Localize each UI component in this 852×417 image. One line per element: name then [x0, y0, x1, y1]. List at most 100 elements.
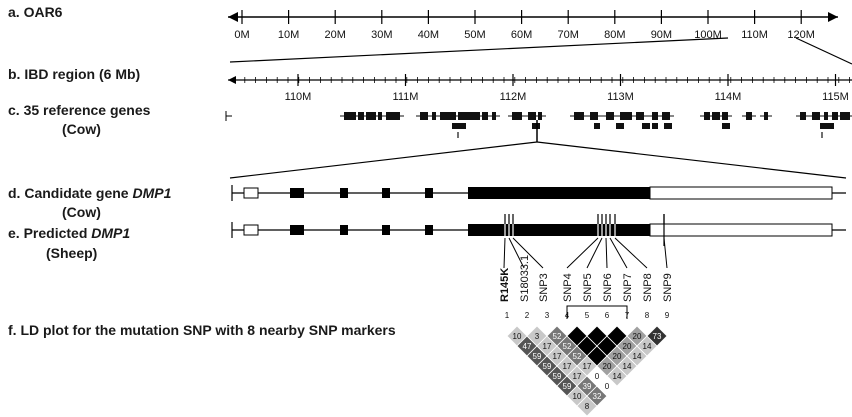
zoom-lines-a-b [229, 37, 852, 65]
ld-value: 17 [573, 372, 582, 381]
utr3-exon [649, 223, 833, 237]
ld-snp-index: 1 [505, 311, 510, 320]
ld-value: 59 [553, 372, 562, 381]
label-c-species: (Cow) [62, 121, 101, 137]
label-c: c. 35 reference genes [8, 102, 151, 118]
snp-labels: R145K S18033.1 SNP3 SNP4 SNP5 SNP6 SNP7 SNP8 SNP… [499, 255, 674, 302]
ld-value: 14 [623, 362, 632, 371]
ld-value: 3 [535, 332, 540, 341]
label-e-text: e. Predicted [8, 225, 92, 241]
snp-label: S18033.1 [519, 255, 531, 302]
ld-snp-index: 3 [545, 311, 550, 320]
axis-a-tick-label: 40M [418, 29, 439, 41]
coding-exon [382, 188, 390, 198]
ld-value: 17 [543, 342, 552, 351]
label-f: f. LD plot for the mutation SNP with 8 n… [8, 322, 396, 338]
label-d-gene: DMP1 [132, 185, 172, 201]
label-e-gene: DMP1 [91, 225, 131, 241]
ld-value: 20 [633, 332, 642, 341]
ld-value: 0 [595, 372, 600, 381]
coding-exon [382, 225, 390, 235]
ld-value: 17 [583, 362, 592, 371]
gene-block-row2 [532, 123, 540, 129]
zoom-line-left [229, 141, 538, 179]
snp-label: SNP7 [622, 273, 634, 302]
ld-value: 10 [573, 392, 582, 401]
snp-label: SNP8 [642, 273, 654, 302]
utr3-exon [649, 186, 833, 200]
utr5-exon [243, 187, 259, 199]
ld-value: 39 [583, 382, 592, 391]
sheep-dmp1-gene-model [231, 214, 846, 246]
ld-value: 59 [563, 382, 572, 391]
ld-snp-index: 5 [585, 311, 590, 320]
ld-snp-index: 8 [645, 311, 650, 320]
label-e: e. Predicted DMP1 [8, 225, 130, 241]
ld-value: 20 [623, 342, 632, 351]
axis-a-tick-label: 90M [651, 29, 672, 41]
ld-value: 14 [643, 342, 652, 351]
ld-block-bracket [566, 305, 628, 319]
zoom-line-right [536, 141, 847, 179]
ld-value: 10 [513, 332, 522, 341]
ld-value: 47 [523, 342, 532, 351]
gene-block-row2 [652, 123, 658, 129]
coding-exon [425, 188, 433, 198]
axis-a-tick-label: 10M [278, 29, 299, 41]
zoom-line-right [795, 37, 852, 65]
snp-label: SNP5 [582, 273, 594, 302]
snp-label: SNP9 [662, 273, 674, 302]
gene-block-row2 [594, 123, 600, 129]
snp-connector [566, 237, 599, 269]
ld-plot: 1 2 3 4 5 6 7 8 91047595959591083171717173932525… [505, 305, 670, 417]
snp-label: SNP3 [538, 273, 550, 302]
gene-block-row2 [642, 123, 650, 129]
snp-connector [663, 237, 668, 269]
axis-a-tick-label: 50M [464, 29, 485, 41]
ld-snp-index: 2 [525, 311, 530, 320]
ld-value: 32 [593, 392, 602, 401]
snp-connector [605, 237, 608, 269]
axis-a-tick-label: 30M [371, 29, 392, 41]
gene-block-row2 [664, 123, 672, 129]
reference-genes-track [225, 111, 852, 142]
ld-value: 73 [653, 332, 662, 341]
axis-a-tick-label: 110M [741, 29, 768, 41]
axis-a-tick-label: 120M [787, 29, 815, 41]
axis-a-tick-label: 0M [234, 29, 249, 41]
snp-connector [609, 237, 628, 269]
axis-a-tick-label: 60M [511, 29, 532, 41]
ld-value: 17 [553, 352, 562, 361]
coding-exon [340, 188, 348, 198]
axis-b-tick-label: 111M [393, 91, 419, 103]
snp-connector [508, 237, 525, 269]
axis-a-left-arrow [228, 12, 238, 22]
axis-b-tick-label: 110M [285, 91, 312, 103]
ld-snp-index: 9 [665, 311, 670, 320]
coding-exon-large [468, 224, 650, 236]
ld-value: 20 [613, 352, 622, 361]
ibd-region-axis: 110M 111M 112M 113M 114M 115M [228, 74, 852, 103]
snp-label: R145K [499, 268, 511, 302]
snp-connector [512, 237, 544, 269]
snp-connector [614, 237, 648, 269]
gene-block-row2 [722, 123, 730, 129]
ld-value: 52 [573, 352, 582, 361]
axis-a-tick-label: 20M [324, 29, 345, 41]
cow-dmp1-gene-model [231, 185, 846, 201]
ld-cell [646, 325, 668, 347]
axis-b-left-arrow [228, 76, 236, 84]
ld-value: 52 [553, 332, 562, 341]
ld-value: 14 [613, 372, 622, 381]
label-b: b. IBD region (6 Mb) [8, 66, 141, 82]
zoom-lines-c-d [229, 141, 847, 179]
zoom-line-left [229, 37, 729, 63]
axis-b-tick-label: 113M [607, 91, 634, 103]
ld-value: 0 [605, 382, 610, 391]
ld-value: 52 [563, 342, 572, 351]
snp-connector-lines [503, 237, 668, 269]
ld-value: 8 [585, 402, 590, 411]
ld-value: 59 [533, 352, 542, 361]
ld-snp-index: 4 [565, 311, 570, 320]
